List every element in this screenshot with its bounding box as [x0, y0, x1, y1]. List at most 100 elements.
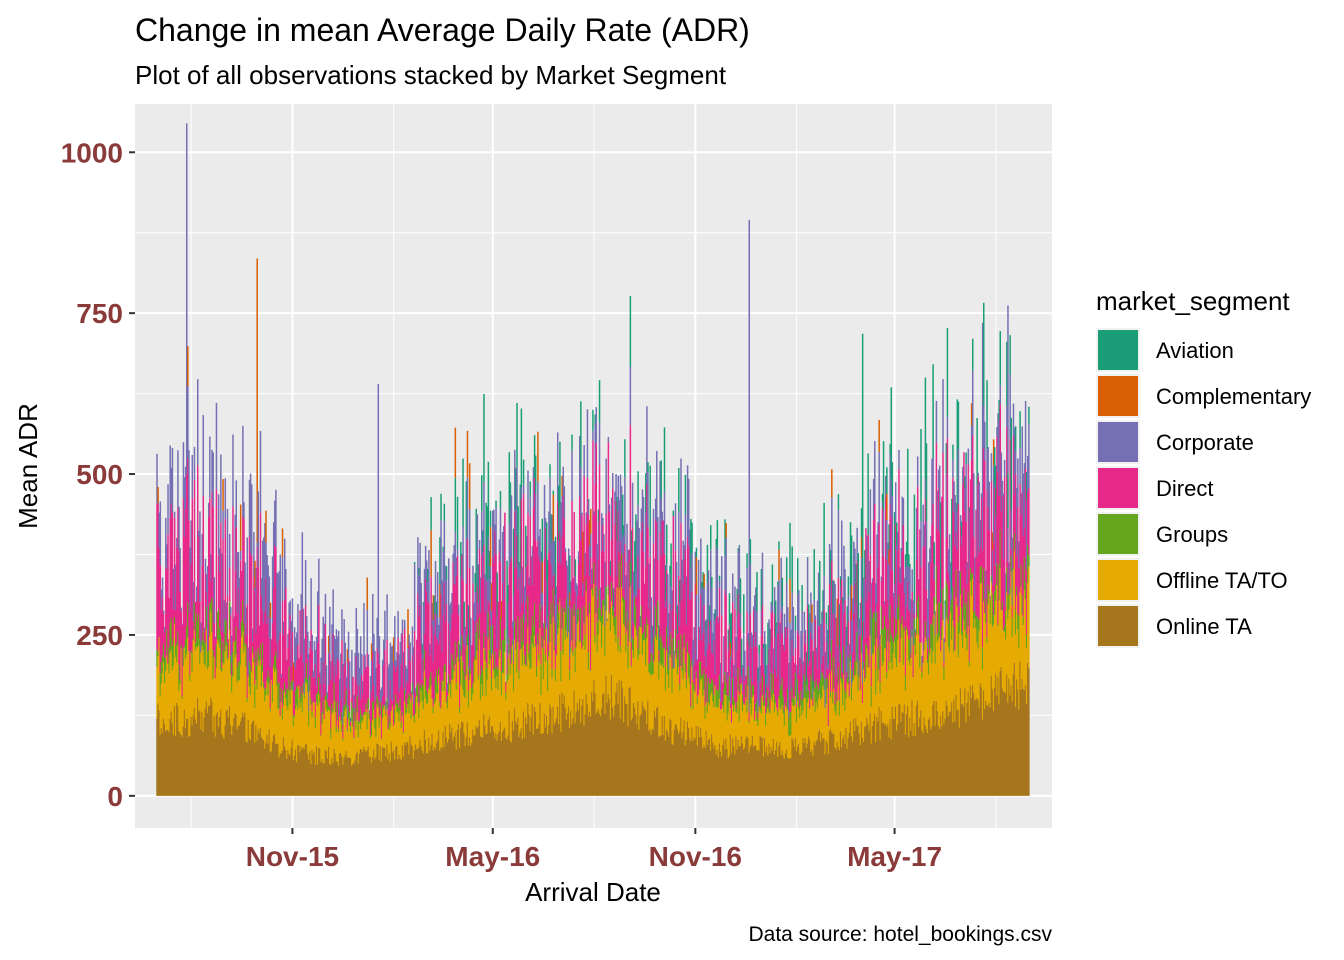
- bar-segment: [283, 599, 286, 683]
- bar-segment: [547, 660, 549, 692]
- bar-segment: [498, 649, 501, 658]
- bar-segment: [634, 597, 636, 626]
- bar-segment: [380, 738, 383, 762]
- bar-segment: [185, 626, 188, 655]
- bar-segment: [276, 572, 278, 643]
- bar-segment: [936, 710, 939, 796]
- bar-segment: [703, 587, 705, 605]
- bar-segment: [736, 713, 738, 750]
- bar-segment: [334, 753, 337, 796]
- bar-segment: [554, 669, 557, 682]
- bar-segment: [955, 502, 957, 532]
- bar-segment: [604, 626, 606, 657]
- bar-segment: [593, 680, 595, 796]
- bar-segment: [932, 651, 934, 705]
- bar-segment: [462, 661, 464, 690]
- bar-segment: [203, 627, 206, 632]
- bar-segment: [321, 758, 323, 796]
- bar-segment: [361, 749, 363, 796]
- bar-segment: [563, 518, 566, 608]
- bar-segment: [997, 624, 999, 626]
- bar-segment: [515, 721, 517, 796]
- bar-segment: [521, 665, 524, 740]
- bar-segment: [635, 596, 637, 607]
- bar-segment: [220, 522, 222, 636]
- day-bar: [496, 572, 498, 796]
- bar-segment: [848, 732, 851, 796]
- bar-segment: [630, 665, 633, 668]
- bar-segment: [876, 534, 878, 605]
- day-bar: [476, 514, 479, 796]
- bar-segment: [967, 691, 970, 796]
- bar-segment: [768, 697, 770, 713]
- bar-segment: [567, 706, 570, 796]
- bar-segment: [489, 527, 492, 567]
- bar-segment: [533, 706, 536, 796]
- bar-segment: [774, 700, 777, 704]
- day-bar: [850, 535, 853, 796]
- bar-segment: [855, 660, 857, 676]
- day-bar: [871, 578, 874, 796]
- bar-segment: [352, 763, 354, 796]
- bar-segment: [200, 622, 202, 653]
- bar-segment: [174, 609, 177, 647]
- day-bar: [347, 631, 350, 796]
- bar-segment: [929, 652, 931, 655]
- bar-segment: [271, 556, 274, 623]
- bar-segment: [519, 612, 522, 650]
- bar-segment: [195, 601, 198, 613]
- bar-segment: [779, 742, 781, 796]
- bar-segment: [232, 434, 234, 507]
- bar-segment: [489, 626, 492, 659]
- day-bar: [748, 219, 751, 796]
- bar-segment: [749, 564, 752, 615]
- bar-segment: [771, 690, 774, 702]
- day-bar: [565, 560, 568, 796]
- day-bar: [499, 491, 502, 796]
- bar-segment: [981, 719, 984, 796]
- bar-segment: [616, 587, 618, 684]
- bar-segment: [285, 587, 287, 695]
- bar-segment: [898, 704, 900, 796]
- bar-segment: [206, 651, 209, 669]
- bar-segment: [258, 733, 261, 796]
- bar-segment: [987, 584, 989, 605]
- bar-segment: [213, 656, 216, 716]
- day-bar: [625, 575, 627, 796]
- day-bar: [380, 687, 383, 796]
- bar-segment: [602, 624, 604, 695]
- bar-segment: [799, 718, 801, 755]
- bar-segment: [584, 714, 586, 796]
- x-tick-label: Nov-15: [246, 841, 339, 872]
- bar-segment: [679, 690, 681, 732]
- day-bar: [1005, 573, 1007, 796]
- bar-segment: [964, 488, 966, 511]
- bar-segment: [733, 696, 735, 699]
- bar-segment: [903, 577, 906, 594]
- day-bar: [398, 654, 400, 796]
- bar-segment: [408, 713, 410, 755]
- bar-segment: [914, 632, 917, 638]
- bar-segment: [327, 710, 330, 747]
- bar-segment: [201, 640, 203, 646]
- day-bar: [307, 631, 309, 796]
- bar-segment: [716, 750, 719, 796]
- bar-segment: [671, 667, 673, 694]
- bar-segment: [275, 744, 277, 796]
- bar-segment: [196, 647, 199, 699]
- bar-segment: [648, 663, 650, 673]
- bar-segment: [708, 683, 711, 706]
- bar-segment: [748, 711, 751, 722]
- bar-segment: [1007, 702, 1009, 796]
- day-bar: [660, 460, 662, 796]
- bar-segment: [555, 654, 558, 656]
- bar-segment: [736, 650, 738, 702]
- bar-segment: [311, 634, 313, 651]
- bar-segment: [738, 695, 741, 722]
- bar-segment: [403, 742, 406, 796]
- bar-segment: [964, 510, 966, 606]
- day-bar: [691, 522, 693, 796]
- bar-segment: [632, 657, 635, 703]
- bar-segment: [281, 707, 284, 720]
- day-bar: [772, 648, 775, 796]
